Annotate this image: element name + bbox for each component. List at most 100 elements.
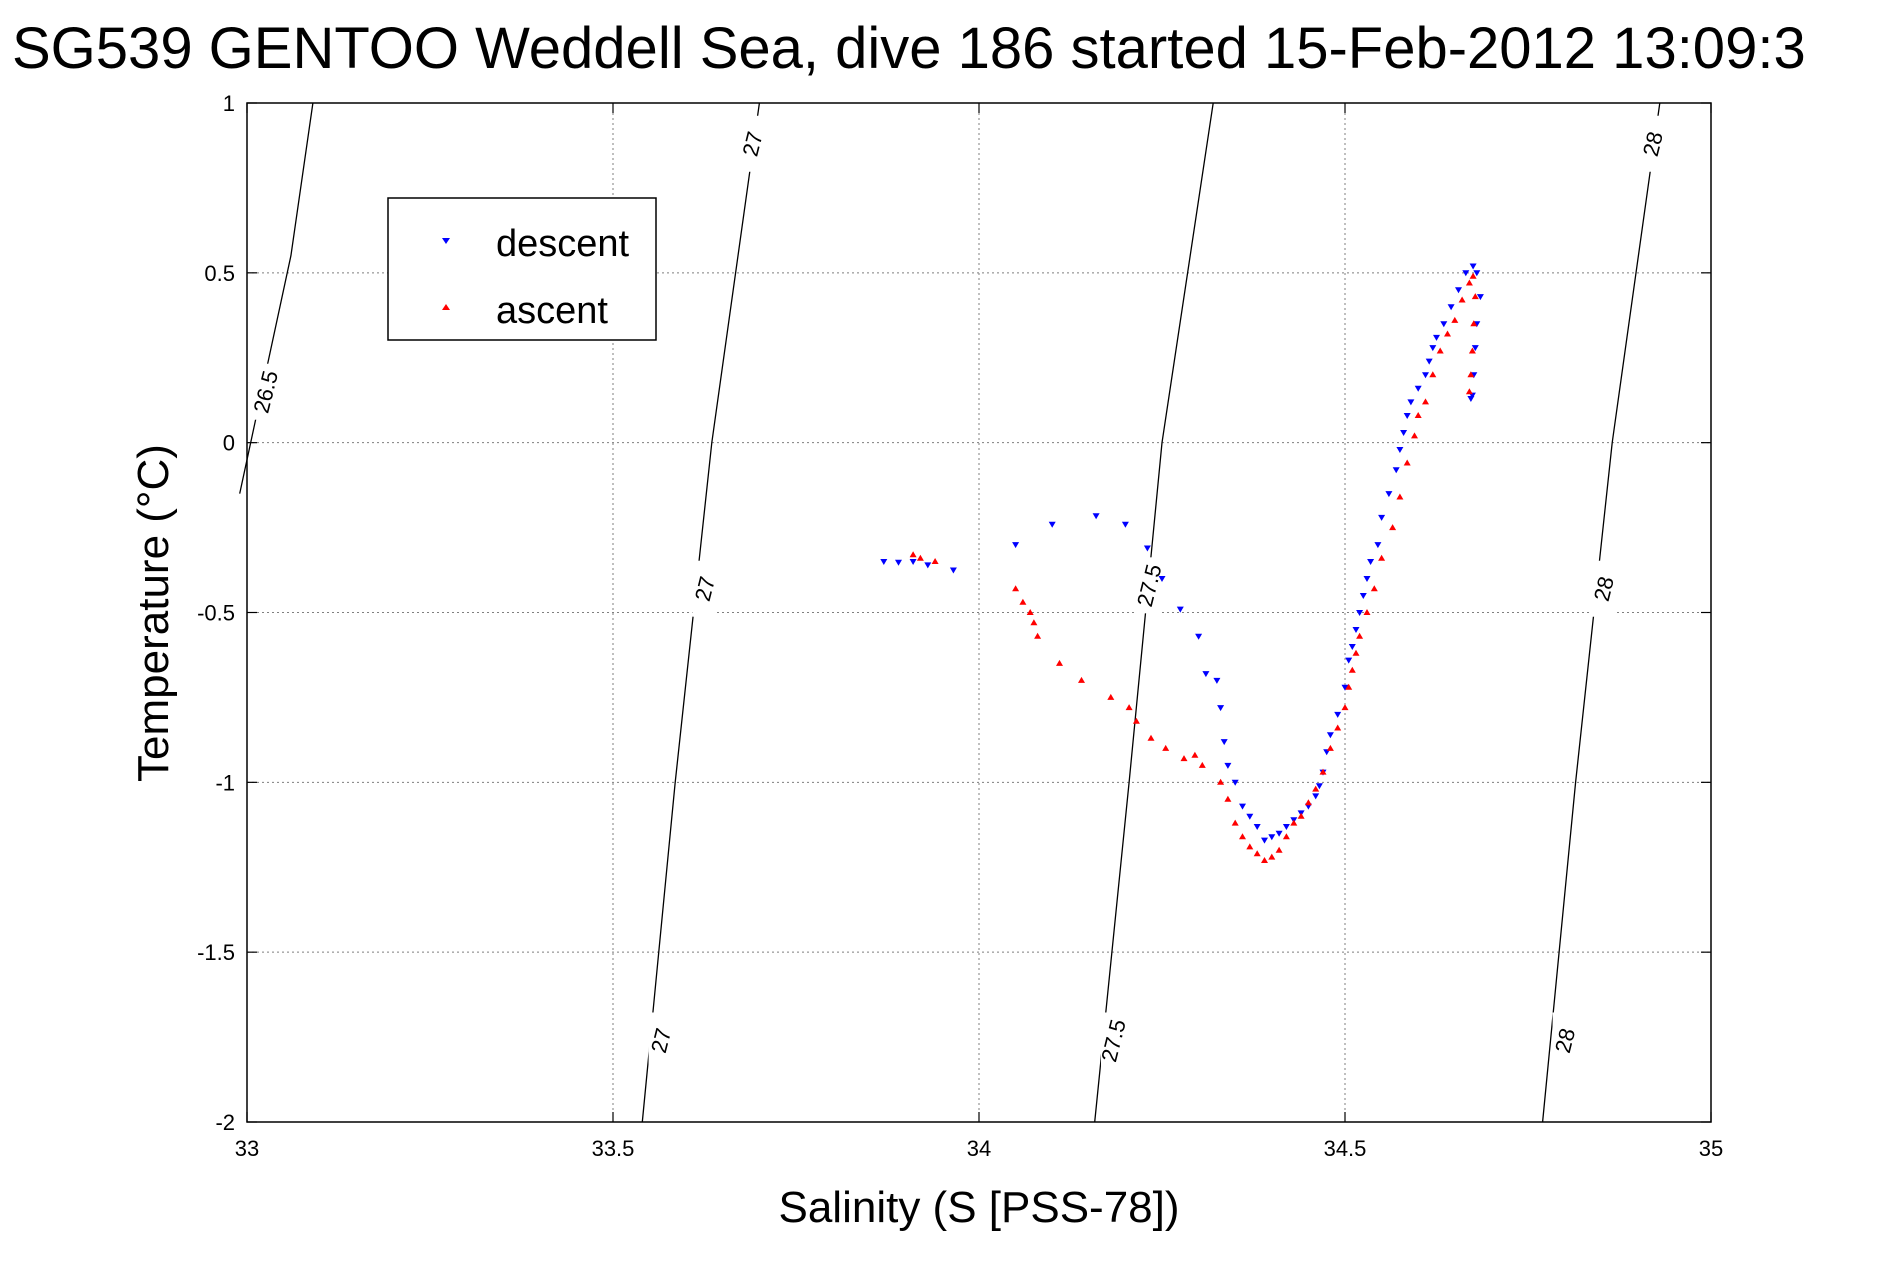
- y-tick-label: -1.5: [197, 940, 235, 965]
- descent-point: [1341, 684, 1349, 691]
- descent-point: [1048, 521, 1056, 528]
- legend-marker-ascent: [442, 304, 450, 310]
- ascent-point: [1414, 412, 1422, 418]
- ascent-point: [1019, 598, 1027, 605]
- y-tick-label: -0.5: [197, 601, 235, 626]
- descent-point: [1352, 627, 1360, 633]
- ascent-point: [1191, 751, 1199, 758]
- descent-point: [1268, 834, 1276, 841]
- descent-point: [1392, 467, 1400, 474]
- descent-point: [1246, 813, 1254, 820]
- ascent-point: [1312, 785, 1320, 792]
- series-descent: [880, 263, 1484, 844]
- contour-label: 28: [1589, 574, 1619, 604]
- ascent-point: [1341, 704, 1349, 711]
- ascent-point: [1458, 296, 1466, 303]
- ascent-point: [1436, 347, 1444, 354]
- ascent-point: [1261, 857, 1268, 863]
- x-tick-label: 33.5: [592, 1136, 635, 1161]
- ascent-point: [1297, 812, 1305, 819]
- ascent-point: [1078, 676, 1085, 683]
- descent-point: [1385, 491, 1393, 498]
- ascent-point: [1162, 744, 1170, 751]
- ascent-point: [1468, 347, 1476, 354]
- ascent-point: [1389, 524, 1397, 531]
- ascent-point: [916, 554, 924, 561]
- descent-point: [1422, 372, 1429, 379]
- ascent-point: [1030, 619, 1038, 626]
- x-tick-label: 34.5: [1324, 1136, 1367, 1161]
- ascent-point: [1304, 799, 1312, 806]
- descent-point: [1195, 633, 1203, 640]
- y-axis-ticks: 1 0.5 0 -0.5 -1 -1.5 -2: [197, 91, 1711, 1135]
- ascent-point: [1246, 843, 1254, 850]
- ascent-point: [1282, 833, 1290, 840]
- descent-point: [1471, 345, 1479, 352]
- descent-point: [1425, 358, 1433, 365]
- descent-point: [895, 559, 902, 566]
- descent-point: [1334, 711, 1342, 718]
- descent-point: [1315, 783, 1323, 790]
- legend-label-descent: descent: [496, 223, 630, 265]
- descent-point: [1275, 830, 1283, 837]
- ascent-point: [1056, 659, 1063, 666]
- ascent-point: [1026, 609, 1034, 615]
- descent-point: [1312, 793, 1320, 800]
- ascent-point: [1378, 554, 1386, 561]
- ascent-point: [1239, 833, 1246, 840]
- ascent-point: [1411, 432, 1418, 439]
- ascent-point: [1429, 371, 1437, 378]
- y-tick-label: 0.5: [204, 261, 235, 286]
- descent-point: [1378, 514, 1386, 521]
- ascent-point: [1363, 609, 1371, 615]
- ascent-point: [1465, 388, 1473, 395]
- ascent-point: [1352, 649, 1360, 656]
- contour-label-background: [740, 115, 765, 172]
- ascent-point: [1231, 819, 1239, 826]
- descent-point: [1012, 542, 1020, 549]
- descent-point: [1282, 824, 1290, 830]
- ascent-point: [1268, 853, 1276, 860]
- descent-point: [1092, 513, 1100, 520]
- descent-point: [1231, 779, 1239, 786]
- ascent-point: [1034, 632, 1042, 639]
- descent-point: [1429, 345, 1437, 352]
- y-tick-label: 1: [223, 91, 235, 116]
- legend: descent ascent: [387, 197, 657, 341]
- descent-point: [1455, 287, 1462, 294]
- descent-point: [1473, 270, 1481, 277]
- descent-point: [1176, 606, 1184, 613]
- ascent-point: [1147, 734, 1155, 741]
- descent-point: [880, 559, 888, 565]
- ascent-point: [1467, 371, 1475, 378]
- y-tick-label: 0: [223, 431, 235, 456]
- y-tick-label: -2: [215, 1110, 235, 1135]
- contour-label-background: [1591, 560, 1616, 617]
- contour-label-background: [1552, 1012, 1577, 1069]
- contour-label-background: [648, 1012, 673, 1069]
- descent-point: [1363, 576, 1371, 582]
- ascent-point: [1348, 666, 1356, 673]
- descent-point: [1440, 321, 1448, 328]
- descent-point: [1403, 413, 1411, 419]
- descent-point: [1326, 732, 1334, 739]
- contour-label: 28: [1550, 1026, 1580, 1056]
- descent-point: [1121, 521, 1129, 528]
- x-axis-ticks: 33 33.5 34 34.5 35: [235, 103, 1723, 1161]
- ascent-point: [1012, 585, 1020, 592]
- ascent-point: [1253, 850, 1261, 857]
- ascent-point: [1132, 717, 1140, 724]
- ascent-point: [1356, 632, 1364, 639]
- descent-point: [1143, 545, 1151, 552]
- descent-point: [1433, 334, 1440, 341]
- contour-label-background: [1136, 557, 1161, 614]
- x-tick-label: 35: [1699, 1136, 1723, 1161]
- descent-point: [1217, 705, 1225, 712]
- descent-point: [1220, 739, 1228, 746]
- ascent-point: [1180, 755, 1188, 762]
- descent-point: [1345, 657, 1353, 664]
- descent-point: [1356, 610, 1364, 616]
- descent-point: [1414, 385, 1422, 392]
